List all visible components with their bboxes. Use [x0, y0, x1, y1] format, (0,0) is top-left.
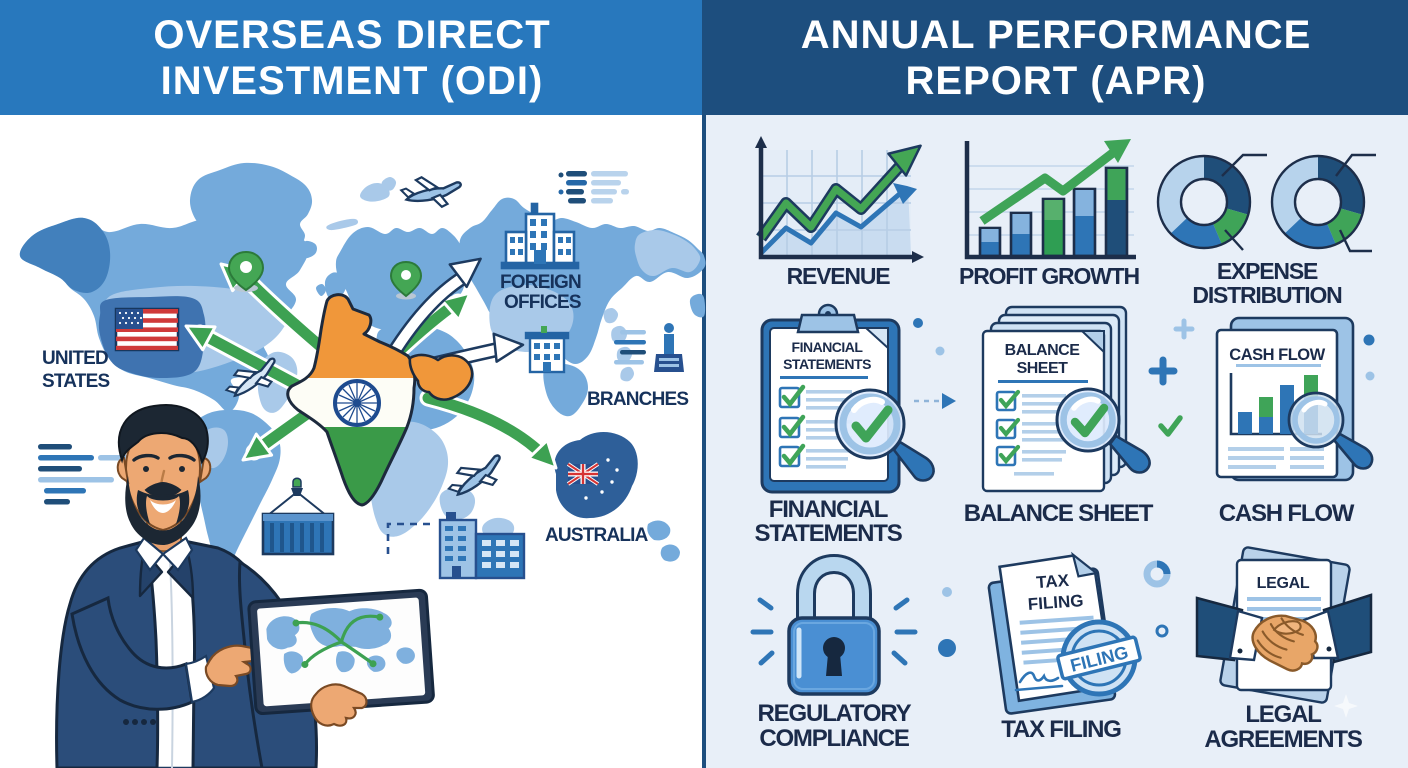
svg-text:TAX: TAX — [1036, 571, 1071, 592]
svg-text:PROFIT GROWTH: PROFIT GROWTH — [959, 263, 1139, 289]
svg-text:STATEMENTS: STATEMENTS — [754, 520, 902, 547]
svg-text:TAX FILING: TAX FILING — [1001, 716, 1121, 743]
svg-text:BRANCHES: BRANCHES — [587, 389, 688, 410]
svg-text:FINANCIAL: FINANCIAL — [792, 339, 864, 355]
svg-text:STATEMENTS: STATEMENTS — [783, 356, 871, 372]
svg-text:REGULATORY: REGULATORY — [758, 700, 912, 727]
svg-text:BALANCE SHEET: BALANCE SHEET — [964, 500, 1154, 527]
svg-text:FILING: FILING — [1027, 591, 1084, 614]
svg-text:CASH FLOW: CASH FLOW — [1229, 346, 1325, 364]
svg-text:CASH FLOW: CASH FLOW — [1219, 500, 1355, 527]
svg-text:FOREIGN: FOREIGN — [500, 272, 581, 293]
svg-text:DISTRIBUTION: DISTRIBUTION — [1192, 282, 1342, 308]
svg-text:COMPLIANCE: COMPLIANCE — [759, 725, 910, 752]
svg-text:OVERSEAS DIRECT: OVERSEAS DIRECT — [153, 13, 550, 57]
svg-text:LEGAL: LEGAL — [1257, 575, 1310, 592]
svg-text:SHEET: SHEET — [1017, 360, 1069, 377]
svg-text:FINANCIAL: FINANCIAL — [769, 496, 888, 523]
svg-text:AUSTRALIA: AUSTRALIA — [545, 525, 649, 546]
svg-text:OFFICES: OFFICES — [504, 292, 581, 313]
svg-text:LEGAL: LEGAL — [1245, 701, 1321, 728]
svg-text:ANNUAL PERFORMANCE: ANNUAL PERFORMANCE — [801, 13, 1312, 57]
svg-text:AGREEMENTS: AGREEMENTS — [1204, 726, 1363, 753]
svg-text:STATES: STATES — [42, 371, 109, 392]
svg-text:REVENUE: REVENUE — [787, 263, 891, 289]
svg-text:EXPENSE: EXPENSE — [1217, 258, 1318, 284]
svg-text:BALANCE: BALANCE — [1005, 342, 1081, 359]
svg-text:REPORT (APR): REPORT (APR) — [906, 59, 1207, 103]
svg-text:INVESTMENT (ODI): INVESTMENT (ODI) — [161, 59, 544, 103]
svg-text:UNITED: UNITED — [42, 348, 108, 369]
